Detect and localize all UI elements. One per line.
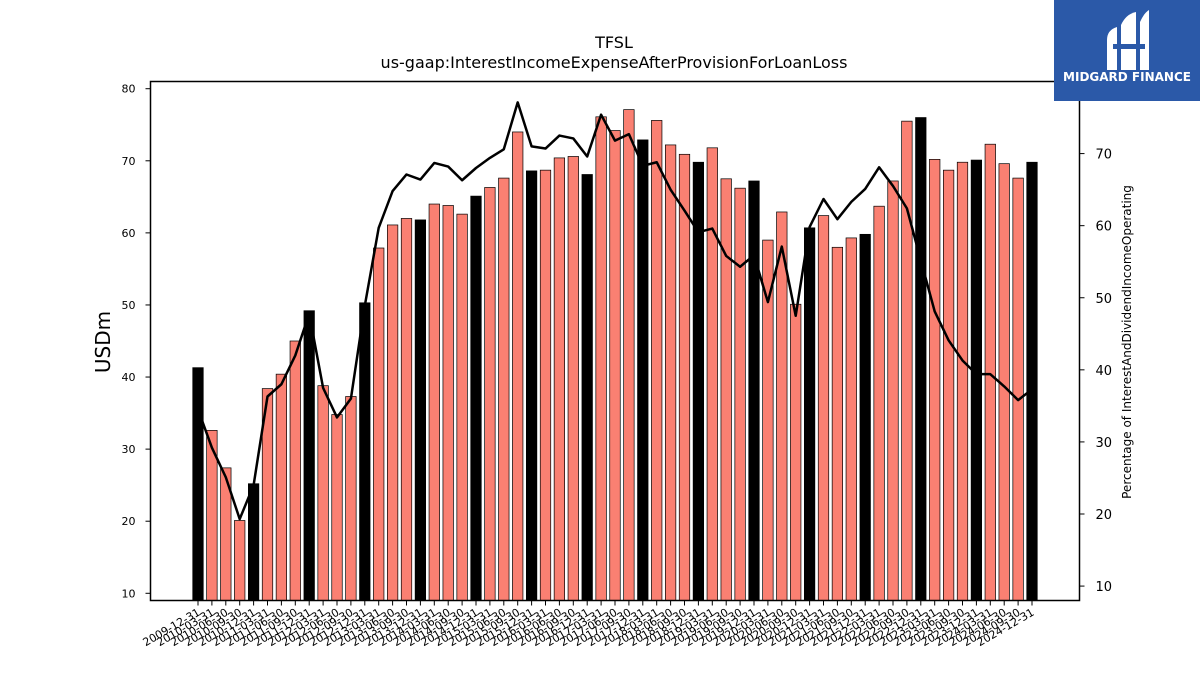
y-tick-label: 10 xyxy=(122,587,136,600)
bar-2021-06-30 xyxy=(831,246,844,601)
bar-2010-12-31 xyxy=(248,483,260,601)
line-series xyxy=(196,101,1033,521)
bar-2014-06-30 xyxy=(442,205,454,601)
bar-2014-12-31 xyxy=(470,195,482,601)
bar-2009-12-31 xyxy=(192,367,204,601)
y-axis-label: USDm xyxy=(91,311,115,373)
y-tick-label: 20 xyxy=(122,515,136,528)
bar-2015-09-30 xyxy=(512,131,524,601)
bar-2015-03-31 xyxy=(484,187,496,601)
bar-2024-12-31 xyxy=(1026,161,1038,601)
bar-series xyxy=(192,109,1038,601)
chart-subtitle: us-gaap:InterestIncomeExpenseAfterProvis… xyxy=(381,53,848,72)
bar-2013-06-30 xyxy=(387,224,399,601)
bar-2012-09-30 xyxy=(345,396,357,601)
y-axis-left: 10 20 30 40 50 60 70 80 xyxy=(122,83,151,600)
y2-tick-label: 10 xyxy=(1096,580,1113,595)
bar-2020-09-30 xyxy=(790,303,802,601)
bar-2015-12-31 xyxy=(525,170,538,601)
bar-2013-03-31 xyxy=(373,247,385,601)
bar-2018-09-30 xyxy=(678,153,691,601)
y2-tick-label: 40 xyxy=(1096,364,1113,379)
y-tick-label: 80 xyxy=(122,83,136,96)
bar-2014-09-30 xyxy=(456,213,468,601)
bar-2022-09-30 xyxy=(901,120,913,601)
y2-tick-label: 60 xyxy=(1096,220,1113,235)
brand-logo: MIDGARD FINANCE xyxy=(1054,0,1200,101)
bar-2011-09-30 xyxy=(289,340,301,601)
bar-2019-03-31 xyxy=(706,147,718,601)
bar-2019-09-30 xyxy=(734,187,746,601)
brand-logo-icon xyxy=(1107,10,1149,70)
y2-tick-label: 50 xyxy=(1096,292,1113,307)
bar-2021-03-31 xyxy=(817,215,830,601)
bar-2023-12-31 xyxy=(970,159,983,601)
bar-2024-09-30 xyxy=(1012,177,1024,601)
bar-2016-03-31 xyxy=(539,169,552,601)
bar-2017-03-31 xyxy=(595,116,607,601)
chart-title: TFSL xyxy=(594,33,633,52)
bar-2022-06-30 xyxy=(887,180,899,601)
brand-name: MIDGARD FINANCE xyxy=(1063,70,1191,84)
bar-2017-09-30 xyxy=(623,109,635,601)
bar-2019-06-30 xyxy=(720,178,732,601)
bar-2020-12-31 xyxy=(803,227,816,601)
y-axis-right: 10 20 30 40 50 60 70 xyxy=(1079,148,1113,595)
y2-axis-label: Percentage of InterestAndDividendIncomeO… xyxy=(1120,185,1134,499)
bar-2010-09-30 xyxy=(234,520,246,601)
y-tick-label: 50 xyxy=(122,299,136,312)
y-tick-label: 30 xyxy=(122,443,136,456)
bar-2012-12-31 xyxy=(359,302,371,601)
bar-2011-12-31 xyxy=(303,310,315,601)
bar-2017-12-31 xyxy=(637,139,649,601)
bar-2016-12-31 xyxy=(581,174,593,601)
bar-2014-03-31 xyxy=(428,203,440,601)
y2-tick-label: 20 xyxy=(1096,508,1113,523)
y-tick-label: 70 xyxy=(122,155,136,168)
bar-2023-09-30 xyxy=(956,161,969,601)
bar-2023-06-30 xyxy=(942,169,955,601)
bar-2017-06-30 xyxy=(609,130,621,601)
bar-2012-03-31 xyxy=(317,385,329,601)
bar-2021-12-31 xyxy=(859,233,871,601)
bar-2023-03-31 xyxy=(929,159,941,601)
bar-2013-09-30 xyxy=(400,218,413,601)
bar-2012-06-30 xyxy=(331,414,343,601)
bar-2024-03-31 xyxy=(984,143,996,601)
bar-2011-06-30 xyxy=(275,373,287,601)
bar-2016-09-30 xyxy=(567,156,579,601)
series-line xyxy=(196,101,1033,521)
y2-tick-label: 30 xyxy=(1096,436,1113,451)
bar-2018-03-31 xyxy=(651,120,663,601)
bar-2021-09-30 xyxy=(845,237,857,601)
y2-tick-label: 70 xyxy=(1096,148,1113,163)
bar-2018-06-30 xyxy=(664,144,677,601)
bar-2019-12-31 xyxy=(748,180,760,601)
bar-2022-03-31 xyxy=(873,205,885,601)
bar-2016-06-30 xyxy=(553,157,566,601)
bar-2022-12-31 xyxy=(915,117,927,601)
y-tick-label: 40 xyxy=(122,371,136,384)
bar-2015-06-30 xyxy=(498,177,510,601)
y-tick-label: 60 xyxy=(122,227,136,240)
bar-2013-12-31 xyxy=(414,219,426,601)
bar-2020-03-31 xyxy=(762,239,774,601)
